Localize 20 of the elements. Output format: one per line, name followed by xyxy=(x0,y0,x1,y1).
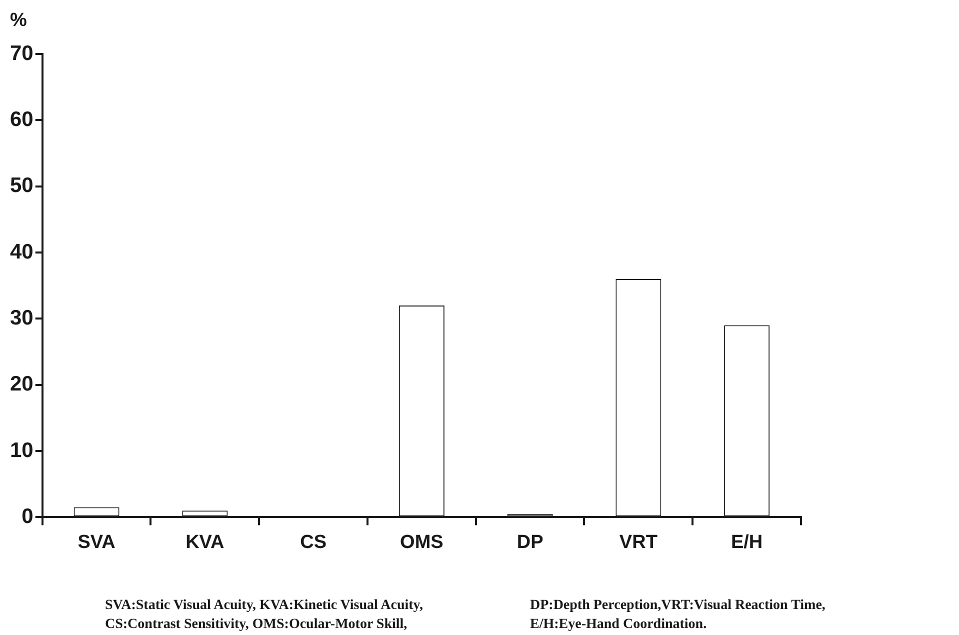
y-tick-label: 30 xyxy=(10,306,34,330)
y-tick-label: 40 xyxy=(10,240,34,264)
text: E/H:Eye-Hand Coordination. xyxy=(530,617,708,633)
text: CS:Contrast Sensitivity, OMS:Ocular-Motor Skill, xyxy=(105,617,408,633)
x-tick-label: OMS xyxy=(400,532,444,553)
x-tick-label: E/H xyxy=(730,532,763,553)
x-tick-label: CS xyxy=(300,532,327,553)
y-tick-label: 50 xyxy=(10,174,34,198)
y-tick-label: 70 xyxy=(10,42,34,65)
text: SVA:Static Visual Acuity, KVA:Kinetic Visual Acuity, xyxy=(105,598,424,614)
x-tick-label: KVA xyxy=(186,532,225,553)
x-tick-label: DP xyxy=(516,532,544,553)
y-tick-label: 10 xyxy=(10,438,34,462)
y-tick-label: 60 xyxy=(10,108,34,131)
y-axis-title: % xyxy=(10,10,27,31)
x-tick-label: VRT xyxy=(619,532,658,553)
y-tick-label: 20 xyxy=(10,372,34,396)
y-tick-label: 0 xyxy=(22,504,34,528)
text: DP:Depth Perception,VRT:Visual Reaction Time, xyxy=(530,598,826,614)
x-tick-label: SVA xyxy=(78,532,116,553)
